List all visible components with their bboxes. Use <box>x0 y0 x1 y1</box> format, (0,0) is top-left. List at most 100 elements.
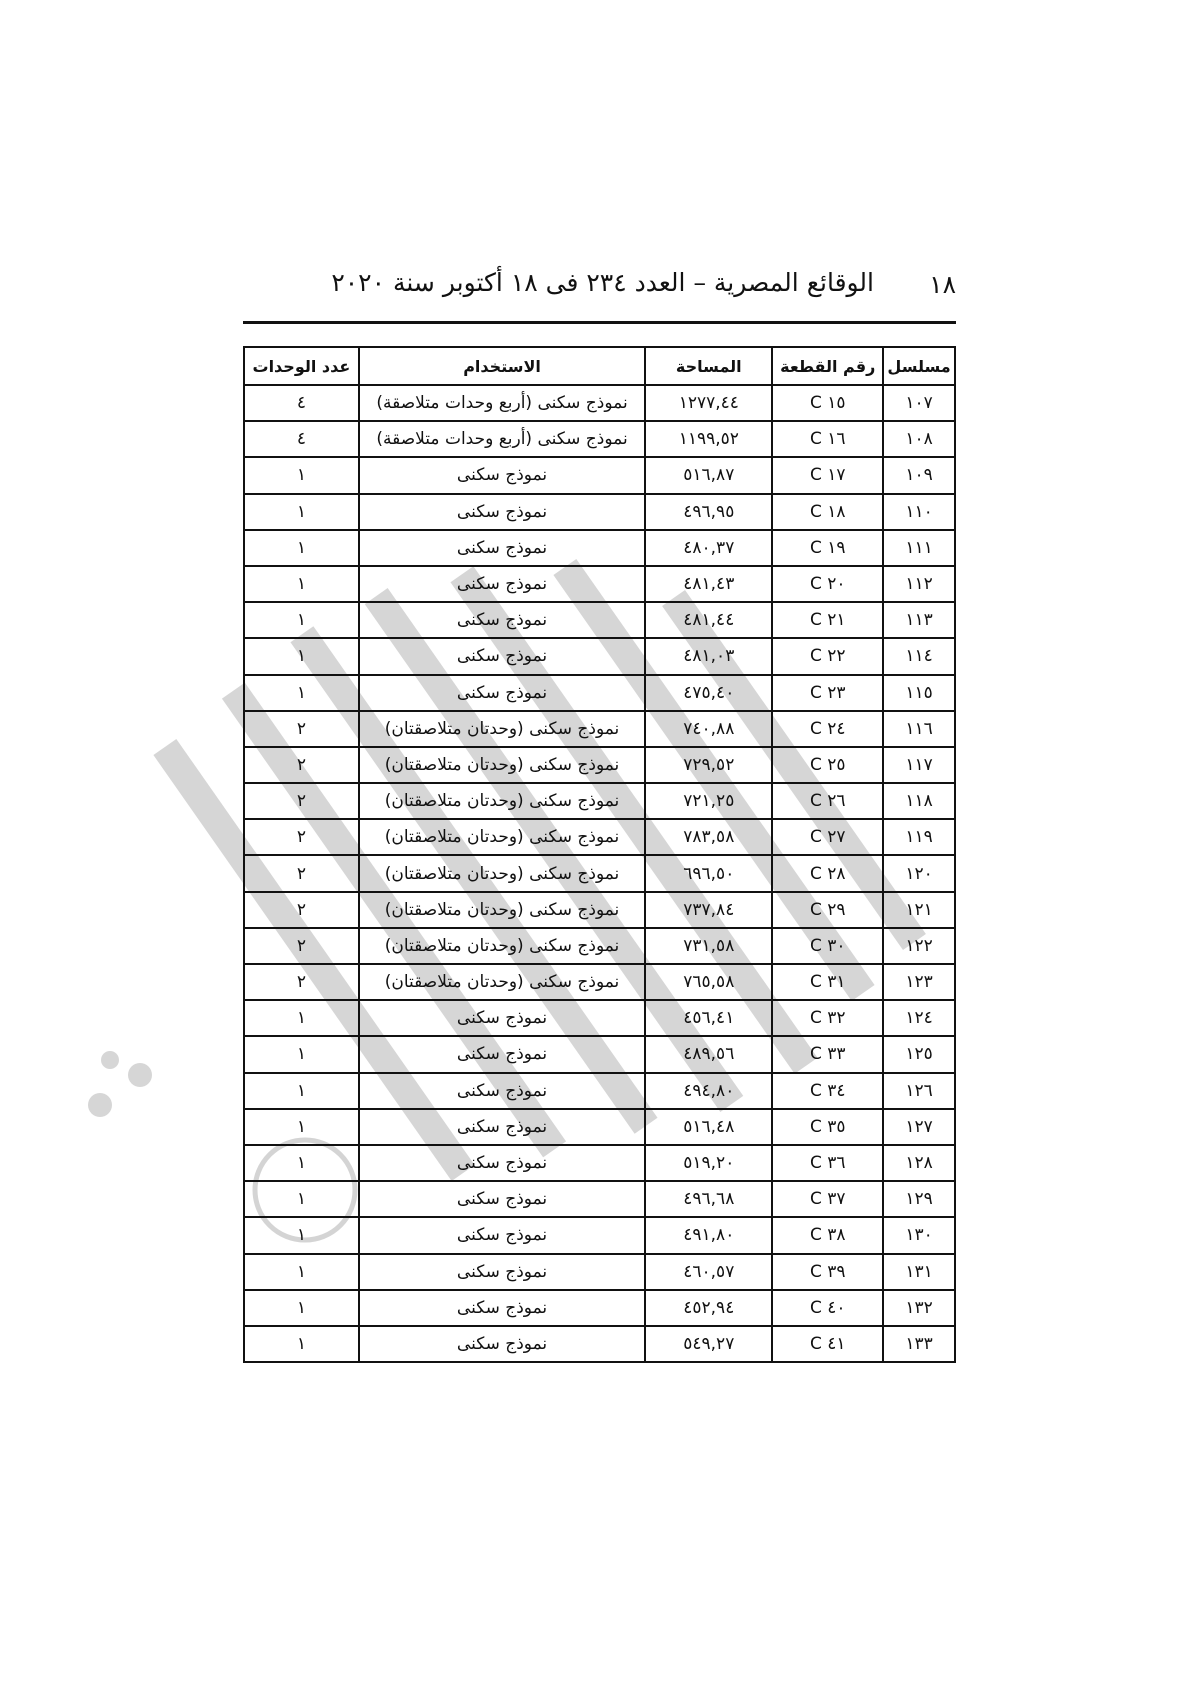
area-cell: ٤٨١,٤٤ <box>644 601 774 640</box>
plot-number-cell: C ١٥ <box>771 383 885 423</box>
units-cell: ١ <box>243 1216 360 1255</box>
table-header-row: مسلسل رقم القطعة المساحة الاستخدام عدد ا… <box>243 346 956 386</box>
units-cell: ٢ <box>243 926 360 966</box>
units-cell: ٢ <box>243 782 360 821</box>
table-row: ١٠٨ C ١٦ ١١٩٩,٥٢ نموذج سكنى (أربع وحدات متل… <box>243 420 956 459</box>
serial-cell: ١١٧ <box>882 745 956 785</box>
table-row: ١٢٠ C ٢٨ ٦٩٦,٥٠ نموذج سكنى (وحدتان متلاصقتا… <box>243 854 956 893</box>
serial-cell: ١٢٠ <box>882 854 956 893</box>
area-cell: ٥٤٩,٢٧ <box>644 1324 774 1364</box>
units-cell: ٢ <box>243 962 360 1002</box>
units-cell: ٢ <box>243 709 360 748</box>
usage-cell: نموذج سكنى <box>357 1324 647 1364</box>
units-cell: ١ <box>243 1071 360 1110</box>
plot-number-cell: C ٢٢ <box>771 637 885 676</box>
usage-cell: نموذج سكنى (أربع وحدات متلاصقة) <box>357 420 647 459</box>
area-cell: ٤٩٦,٦٨ <box>644 1180 774 1219</box>
plot-number-cell: C ٢٥ <box>771 745 885 785</box>
usage-cell: نموذج سكنى <box>357 492 647 531</box>
units-cell: ١ <box>243 1035 360 1074</box>
plots-table: مسلسل رقم القطعة المساحة الاستخدام عدد ا… <box>243 346 956 1364</box>
units-cell: ٤ <box>243 383 360 423</box>
page-number: ١٨ <box>929 270 956 299</box>
area-cell: ٧٤٠,٨٨ <box>644 709 774 748</box>
table-row: ١١٩ C ٢٧ ٧٨٣,٥٨ نموذج سكنى (وحدتان متلاصقتا… <box>243 818 956 857</box>
serial-cell: ١١١ <box>882 528 956 567</box>
units-cell: ٢ <box>243 818 360 857</box>
plot-number-cell: C ٣١ <box>771 962 885 1002</box>
area-cell: ١٢٧٧,٤٤ <box>644 383 774 423</box>
usage-cell: نموذج سكنى <box>357 601 647 640</box>
plot-number-cell: C ٢٦ <box>771 782 885 821</box>
area-cell: ٦٩٦,٥٠ <box>644 854 774 893</box>
area-cell: ٧٣٧,٨٤ <box>644 890 774 929</box>
table-row: ١٣٣ C ٤١ ٥٤٩,٢٧ نموذج سكنى ١ <box>243 1324 956 1364</box>
units-cell: ١ <box>243 673 360 712</box>
table-row: ١٣٢ C ٤٠ ٤٥٢,٩٤ نموذج سكنى ١ <box>243 1288 956 1327</box>
plot-number-cell: C ١٨ <box>771 492 885 531</box>
usage-cell: نموذج سكنى (وحدتان متلاصقتان) <box>357 709 647 748</box>
serial-cell: ١٢٢ <box>882 926 956 966</box>
table-row: ١١٨ C ٢٦ ٧٢١,٢٥ نموذج سكنى (وحدتان متلاصقتا… <box>243 782 956 821</box>
serial-cell: ١١٢ <box>882 564 956 604</box>
serial-cell: ١١٣ <box>882 601 956 640</box>
area-cell: ١١٩٩,٥٢ <box>644 420 774 459</box>
serial-cell: ١٠٧ <box>882 383 956 423</box>
area-cell: ٤٦٠,٥٧ <box>644 1252 774 1291</box>
plot-number-cell: C ٢٠ <box>771 564 885 604</box>
serial-cell: ١٢٨ <box>882 1143 956 1183</box>
usage-cell: نموذج سكنى <box>357 1143 647 1183</box>
area-cell: ٤٩١,٨٠ <box>644 1216 774 1255</box>
plot-number-cell: C ٤١ <box>771 1324 885 1364</box>
page-header: ١٨ الوقائع المصرية – العدد ٢٣٤ فى ١٨ أكت… <box>243 268 956 302</box>
usage-cell: نموذج سكنى <box>357 456 647 495</box>
area-cell: ٤٨٩,٥٦ <box>644 1035 774 1074</box>
area-cell: ٧٨٣,٥٨ <box>644 818 774 857</box>
plot-number-cell: C ٣٢ <box>771 999 885 1038</box>
plot-number-cell: C ١٦ <box>771 420 885 459</box>
units-cell: ١ <box>243 999 360 1038</box>
serial-cell: ١٠٩ <box>882 456 956 495</box>
usage-cell: نموذج سكنى <box>357 1180 647 1219</box>
gazette-title: الوقائع المصرية – العدد ٢٣٤ فى ١٨ أكتوبر… <box>331 268 874 297</box>
plot-number-cell: C ٣٥ <box>771 1107 885 1146</box>
serial-cell: ١٣١ <box>882 1252 956 1291</box>
plot-number-cell: C ٣٠ <box>771 926 885 966</box>
units-cell: ١ <box>243 1180 360 1219</box>
units-cell: ١ <box>243 1324 360 1364</box>
units-cell: ١ <box>243 492 360 531</box>
table-row: ١٢٧ C ٣٥ ٥١٦,٤٨ نموذج سكنى ١ <box>243 1107 956 1146</box>
usage-cell: نموذج سكنى <box>357 637 647 676</box>
table-row: ١١٥ C ٢٣ ٤٧٥,٤٠ نموذج سكنى ١ <box>243 673 956 712</box>
usage-cell: نموذج سكنى (وحدتان متلاصقتان) <box>357 782 647 821</box>
table-row: ١٢٤ C ٣٢ ٤٥٦,٤١ نموذج سكنى ١ <box>243 999 956 1038</box>
table-row: ١٣١ C ٣٩ ٤٦٠,٥٧ نموذج سكنى ١ <box>243 1252 956 1291</box>
plot-number-cell: C ١٩ <box>771 528 885 567</box>
header-rule <box>243 321 956 324</box>
serial-cell: ١٢٤ <box>882 999 956 1038</box>
column-header-serial: مسلسل <box>882 346 956 386</box>
serial-cell: ١١٤ <box>882 637 956 676</box>
serial-cell: ١١٨ <box>882 782 956 821</box>
table-row: ١٢٥ C ٣٣ ٤٨٩,٥٦ نموذج سكنى ١ <box>243 1035 956 1074</box>
serial-cell: ١١٩ <box>882 818 956 857</box>
table-row: ١٠٩ C ١٧ ٥١٦,٨٧ نموذج سكنى ١ <box>243 456 956 495</box>
serial-cell: ١٢٩ <box>882 1180 956 1219</box>
units-cell: ١ <box>243 1288 360 1327</box>
plot-number-cell: C ٢١ <box>771 601 885 640</box>
plot-number-cell: C ٣٤ <box>771 1071 885 1110</box>
column-header-units: عدد الوحدات <box>243 346 360 386</box>
plot-number-cell: C ٣٨ <box>771 1216 885 1255</box>
serial-cell: ١٣٣ <box>882 1324 956 1364</box>
area-cell: ٤٩٦,٩٥ <box>644 492 774 531</box>
table-row: ١٢٩ C ٣٧ ٤٩٦,٦٨ نموذج سكنى ١ <box>243 1180 956 1219</box>
table-row: ١٠٧ C ١٥ ١٢٧٧,٤٤ نموذج سكنى (أربع وحدات متل… <box>243 383 956 423</box>
usage-cell: نموذج سكنى <box>357 1107 647 1146</box>
serial-cell: ١٢٣ <box>882 962 956 1002</box>
units-cell: ٢ <box>243 890 360 929</box>
table-row: ١١٣ C ٢١ ٤٨١,٤٤ نموذج سكنى ١ <box>243 601 956 640</box>
usage-cell: نموذج سكنى (وحدتان متلاصقتان) <box>357 818 647 857</box>
units-cell: ١ <box>243 601 360 640</box>
serial-cell: ١٣٠ <box>882 1216 956 1255</box>
usage-cell: نموذج سكنى (وحدتان متلاصقتان) <box>357 926 647 966</box>
